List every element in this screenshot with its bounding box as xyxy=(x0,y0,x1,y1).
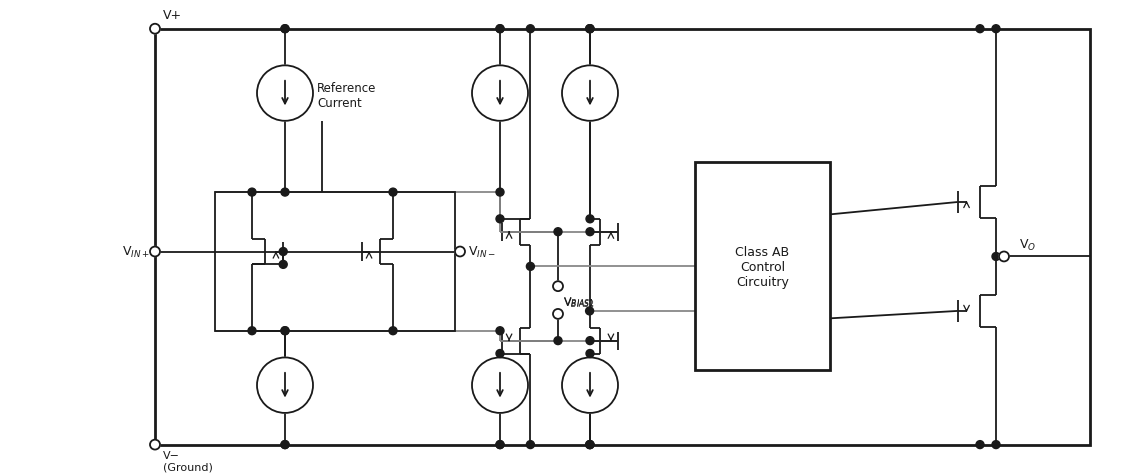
Circle shape xyxy=(389,189,398,197)
Circle shape xyxy=(472,66,528,121)
Circle shape xyxy=(281,441,289,448)
Circle shape xyxy=(554,337,562,345)
Circle shape xyxy=(281,327,289,335)
Circle shape xyxy=(496,441,504,448)
Circle shape xyxy=(496,26,504,34)
Circle shape xyxy=(527,263,535,271)
Circle shape xyxy=(562,66,618,121)
Circle shape xyxy=(527,26,535,34)
Circle shape xyxy=(496,327,504,335)
Circle shape xyxy=(455,247,465,257)
Circle shape xyxy=(150,440,159,450)
Text: V$_{IN-}$: V$_{IN-}$ xyxy=(468,245,496,259)
Circle shape xyxy=(992,253,999,261)
Circle shape xyxy=(248,189,256,197)
Bar xyxy=(214,193,455,331)
Circle shape xyxy=(496,216,504,223)
Circle shape xyxy=(257,66,313,121)
Circle shape xyxy=(992,441,999,448)
Circle shape xyxy=(586,337,594,345)
Circle shape xyxy=(999,252,1008,262)
Circle shape xyxy=(976,26,984,34)
Bar xyxy=(155,30,1090,445)
Text: V$_{BIAS1}$: V$_{BIAS1}$ xyxy=(563,295,595,308)
Circle shape xyxy=(472,357,528,413)
Circle shape xyxy=(976,441,984,448)
Circle shape xyxy=(496,441,504,448)
Circle shape xyxy=(992,26,999,34)
Circle shape xyxy=(554,228,562,236)
Circle shape xyxy=(586,441,594,448)
Circle shape xyxy=(585,307,594,315)
Text: Reference
Current: Reference Current xyxy=(317,82,376,110)
Circle shape xyxy=(586,26,594,34)
Circle shape xyxy=(280,248,287,256)
Text: V$_{IN+}$: V$_{IN+}$ xyxy=(122,245,150,259)
Circle shape xyxy=(585,26,594,34)
Circle shape xyxy=(496,350,504,357)
Text: V−
(Ground): V− (Ground) xyxy=(163,450,213,471)
Text: V+: V+ xyxy=(163,9,182,22)
Circle shape xyxy=(586,350,594,357)
Circle shape xyxy=(496,26,504,34)
Circle shape xyxy=(150,247,159,257)
Circle shape xyxy=(280,261,287,269)
Circle shape xyxy=(281,26,289,34)
Text: V$_{BIAS2}$: V$_{BIAS2}$ xyxy=(563,296,595,309)
Circle shape xyxy=(496,189,504,197)
Circle shape xyxy=(281,26,289,34)
Circle shape xyxy=(585,441,594,448)
Circle shape xyxy=(257,357,313,413)
Circle shape xyxy=(248,327,256,335)
Circle shape xyxy=(281,441,289,448)
Circle shape xyxy=(586,216,594,223)
Circle shape xyxy=(281,189,289,197)
Circle shape xyxy=(150,25,159,35)
Circle shape xyxy=(281,327,289,335)
Circle shape xyxy=(586,441,594,448)
Circle shape xyxy=(586,228,594,236)
Circle shape xyxy=(527,441,535,448)
Text: V$_O$: V$_O$ xyxy=(1019,237,1037,252)
Circle shape xyxy=(553,309,563,319)
Text: Class AB
Control
Circuitry: Class AB Control Circuitry xyxy=(736,245,789,288)
Circle shape xyxy=(586,26,594,34)
Circle shape xyxy=(389,327,398,335)
Circle shape xyxy=(562,357,618,413)
Bar xyxy=(695,163,830,370)
Circle shape xyxy=(553,282,563,291)
